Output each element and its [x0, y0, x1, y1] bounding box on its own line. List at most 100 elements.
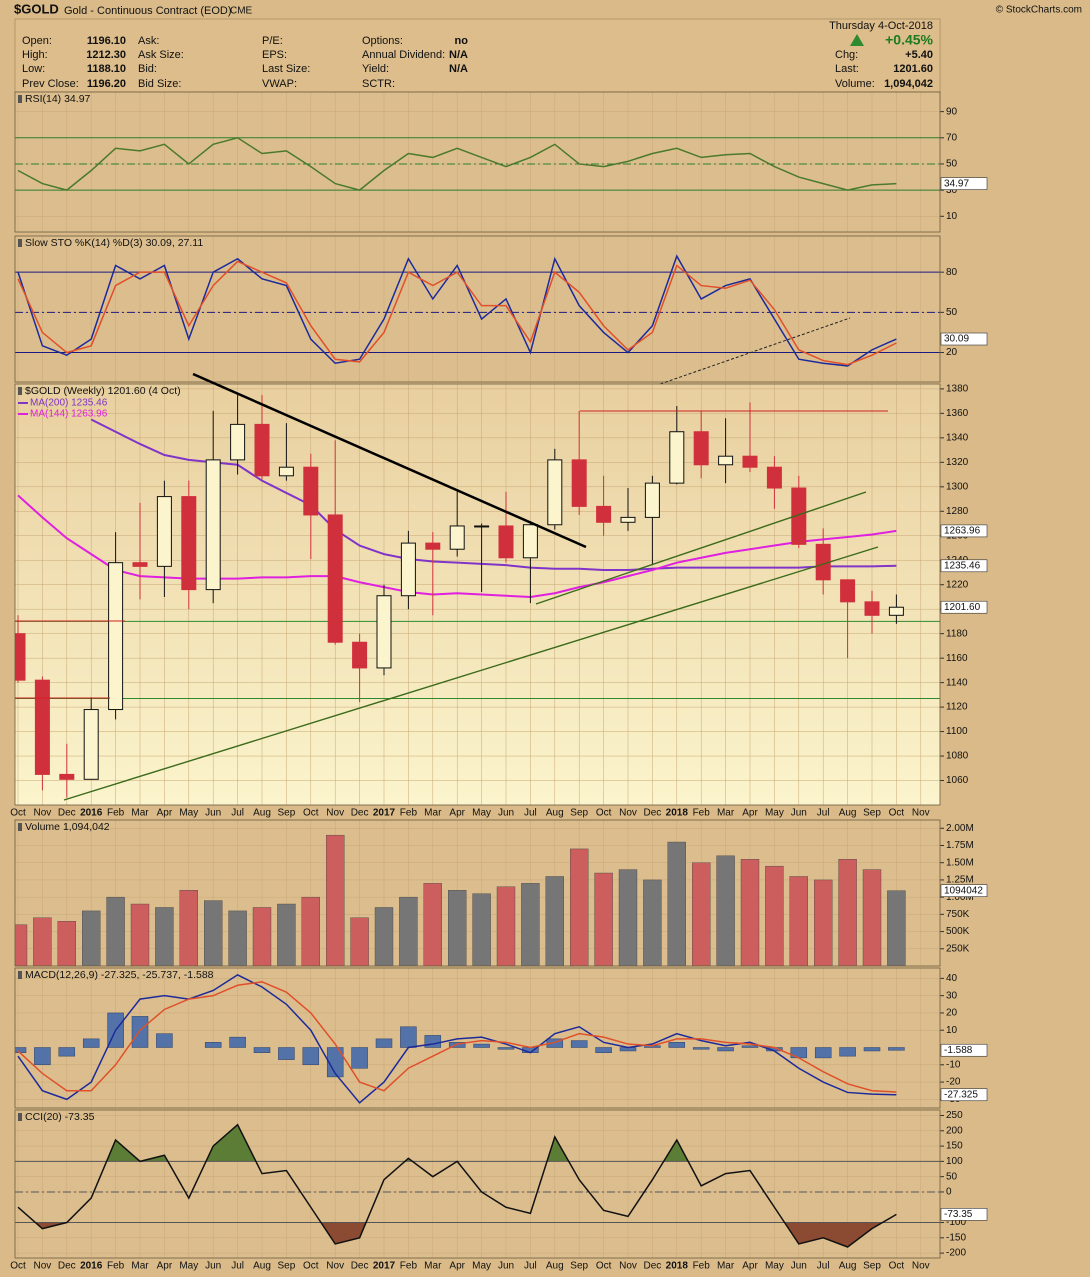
symbol: $GOLD	[14, 1, 59, 16]
trend-line	[63, 546, 879, 801]
x-tick-label: Sep	[570, 808, 588, 819]
candle-body	[571, 459, 587, 507]
histogram-bar	[302, 1047, 320, 1066]
field-value: 1,094,042	[884, 78, 933, 90]
last-value-box	[940, 884, 988, 897]
volume-bar	[399, 896, 418, 966]
candle-body	[449, 525, 465, 550]
last-value-box	[940, 332, 988, 346]
volume-bar	[545, 876, 564, 966]
x-tick-label: Jul	[231, 1261, 244, 1272]
x-tick-label: Oct	[596, 808, 612, 819]
series-line	[17, 1123, 897, 1248]
volume-bar	[472, 893, 491, 966]
volume-bar	[740, 859, 760, 966]
x-tick-label: Sep	[863, 808, 881, 819]
panel-border	[14, 819, 941, 967]
last-value-label: 1201.60	[944, 602, 981, 613]
y-tick-label: 1080	[946, 751, 969, 762]
x-tick-label: May	[765, 1261, 784, 1272]
y-tick-label: 500K	[946, 926, 970, 937]
last-value-box	[940, 524, 988, 538]
panel-marks	[15, 974, 905, 1104]
histogram-bar	[863, 1047, 881, 1052]
y-tick-label: 1.75M	[946, 840, 974, 851]
y-tick-label: 1100	[946, 726, 968, 737]
x-tick-label: Sep	[278, 808, 296, 819]
field-value: 1196.10	[87, 35, 126, 47]
candle-body	[620, 516, 636, 523]
panel-marks	[15, 254, 940, 367]
x-tick-label: Jul	[231, 808, 244, 819]
volume-bar	[521, 883, 540, 966]
y-tick-label: 20	[946, 347, 958, 358]
y-tick-label: 10	[946, 211, 958, 222]
histogram-bar	[692, 1047, 710, 1050]
x-tick-label: Mar	[717, 1261, 735, 1272]
x-tick-label: Apr	[157, 808, 173, 819]
field-label: Yield:	[362, 63, 389, 75]
candle-body	[230, 423, 246, 461]
histogram-bar	[58, 1047, 76, 1057]
x-tick-label: Nov	[912, 808, 930, 819]
volume-bar	[570, 848, 589, 966]
histogram-bar	[204, 1042, 222, 1048]
y-tick-label: 150	[946, 1141, 963, 1152]
x-tick-label: May	[179, 1261, 198, 1272]
panel-border	[14, 91, 941, 233]
candle-body	[596, 505, 612, 523]
candle-body	[303, 466, 319, 516]
candle-body	[34, 679, 50, 775]
field-label: P/E:	[262, 35, 283, 47]
y-tick-label: 90	[946, 106, 958, 117]
histogram-bar	[717, 1047, 734, 1052]
y-tick-label: 40	[946, 973, 958, 984]
x-tick-label: Nov	[619, 1261, 637, 1272]
series-line	[17, 260, 897, 366]
field-label: EPS:	[262, 49, 287, 61]
y-tick-label: 1060	[946, 775, 969, 786]
x-tick-label: Apr	[449, 1261, 465, 1272]
histogram-bar	[741, 1045, 759, 1048]
histogram-bar	[546, 1038, 564, 1048]
x-tick-label: Sep	[570, 1261, 588, 1272]
panel-title: $GOLD (Weekly) 1201.60 (4 Oct)	[25, 385, 181, 397]
candle-body	[376, 595, 392, 669]
change-pct: +0.45%	[885, 32, 933, 48]
histogram-bar	[131, 1016, 149, 1048]
y-tick-label: 1140	[946, 677, 968, 688]
panel-border	[14, 967, 941, 1109]
x-tick-label: Oct	[889, 808, 905, 819]
x-tick-label: Jun	[498, 808, 514, 819]
histogram-bar	[668, 1042, 686, 1048]
field-label: Last Size:	[262, 63, 310, 75]
field-label: Low:	[22, 63, 45, 75]
histogram-bar	[448, 1042, 466, 1048]
field-label: Open:	[22, 35, 52, 47]
last-value-label: -73.35	[944, 1209, 973, 1220]
x-tick-label: Jun	[498, 1261, 514, 1272]
candle-body	[522, 524, 538, 559]
y-tick-label: 750K	[946, 909, 970, 920]
x-tick-label: May	[765, 808, 784, 819]
y-tick-label: 50	[946, 307, 958, 318]
x-tick-label: May	[472, 1261, 491, 1272]
x-tick-label: Feb	[107, 1261, 125, 1272]
x-tick-label: Aug	[839, 808, 857, 819]
volume-bar	[423, 883, 442, 966]
y-tick-label: -150	[946, 1232, 966, 1243]
last-value-box	[940, 1088, 988, 1102]
y-tick-label: -10	[946, 1059, 961, 1070]
candle-body	[644, 482, 660, 518]
y-tick-label: 2.00M	[946, 823, 974, 834]
x-tick-label: Dec	[58, 1261, 76, 1272]
x-tick-label: Apr	[157, 1261, 173, 1272]
x-tick-label: Feb	[107, 808, 125, 819]
y-tick-label: 1.50M	[946, 857, 974, 868]
y-tick-label: 1300	[946, 481, 969, 492]
x-tick-label: Aug	[839, 1261, 857, 1272]
volume-bar	[496, 886, 516, 966]
x-tick-label: Jul	[817, 1261, 830, 1272]
volume-bar	[643, 879, 662, 966]
candle-body	[766, 466, 782, 489]
